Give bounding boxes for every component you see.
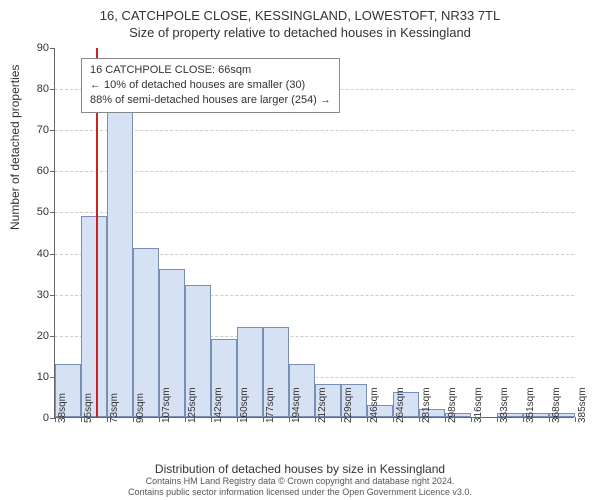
xtick-label: 107sqm bbox=[161, 387, 172, 423]
xtick-label: 385sqm bbox=[577, 387, 588, 423]
xtick-label: 55sqm bbox=[83, 393, 94, 423]
ytick-label: 30 bbox=[37, 289, 55, 301]
info-box-line: ← 10% of detached houses are smaller (30… bbox=[90, 78, 331, 93]
xtick-mark bbox=[133, 417, 134, 422]
page-title-line2: Size of property relative to detached ho… bbox=[0, 23, 600, 40]
xtick-label: 298sqm bbox=[447, 387, 458, 423]
xtick-mark bbox=[419, 417, 420, 422]
chart: 010203040506070809038sqm55sqm73sqm90sqm1… bbox=[54, 48, 574, 418]
xtick-mark bbox=[315, 417, 316, 422]
xtick-label: 264sqm bbox=[395, 387, 406, 423]
xtick-label: 333sqm bbox=[499, 387, 510, 423]
xtick-label: 90sqm bbox=[135, 393, 146, 423]
ytick-label: 40 bbox=[37, 248, 55, 260]
xtick-mark bbox=[237, 417, 238, 422]
xtick-label: 160sqm bbox=[239, 387, 250, 423]
xtick-label: 316sqm bbox=[473, 387, 484, 423]
xtick-label: 142sqm bbox=[213, 387, 224, 423]
ytick-label: 60 bbox=[37, 165, 55, 177]
xtick-mark bbox=[55, 417, 56, 422]
xtick-label: 281sqm bbox=[421, 387, 432, 423]
xtick-mark bbox=[81, 417, 82, 422]
xtick-mark bbox=[523, 417, 524, 422]
xtick-label: 38sqm bbox=[57, 393, 68, 423]
ytick-label: 90 bbox=[37, 42, 55, 54]
xtick-label: 351sqm bbox=[525, 387, 536, 423]
info-box: 16 CATCHPOLE CLOSE: 66sqm← 10% of detach… bbox=[81, 58, 340, 113]
xtick-mark bbox=[367, 417, 368, 422]
xtick-mark bbox=[211, 417, 212, 422]
histogram-bar bbox=[107, 100, 133, 417]
footer-line1: Contains HM Land Registry data © Crown c… bbox=[0, 476, 600, 487]
xtick-mark bbox=[549, 417, 550, 422]
xtick-label: 177sqm bbox=[265, 387, 276, 423]
xtick-mark bbox=[575, 417, 576, 422]
xtick-label: 368sqm bbox=[551, 387, 562, 423]
xtick-mark bbox=[185, 417, 186, 422]
xtick-mark bbox=[471, 417, 472, 422]
page-title-line1: 16, CATCHPOLE CLOSE, KESSINGLAND, LOWEST… bbox=[0, 0, 600, 23]
ytick-label: 50 bbox=[37, 206, 55, 218]
xtick-mark bbox=[159, 417, 160, 422]
ytick-label: 10 bbox=[37, 371, 55, 383]
xtick-label: 125sqm bbox=[187, 387, 198, 423]
info-box-line: 16 CATCHPOLE CLOSE: 66sqm bbox=[90, 63, 331, 78]
xtick-mark bbox=[445, 417, 446, 422]
ytick-label: 20 bbox=[37, 330, 55, 342]
footer: Contains HM Land Registry data © Crown c… bbox=[0, 476, 600, 498]
ytick-label: 70 bbox=[37, 124, 55, 136]
xtick-mark bbox=[263, 417, 264, 422]
plot-area: 010203040506070809038sqm55sqm73sqm90sqm1… bbox=[54, 48, 574, 418]
xtick-mark bbox=[497, 417, 498, 422]
xtick-label: 73sqm bbox=[109, 393, 120, 423]
xtick-label: 246sqm bbox=[369, 387, 380, 423]
x-axis-label: Distribution of detached houses by size … bbox=[0, 462, 600, 476]
histogram-bar bbox=[81, 216, 107, 417]
xtick-label: 194sqm bbox=[291, 387, 302, 423]
ytick-label: 0 bbox=[43, 412, 55, 424]
footer-line2: Contains public sector information licen… bbox=[0, 487, 600, 498]
xtick-mark bbox=[107, 417, 108, 422]
xtick-mark bbox=[289, 417, 290, 422]
info-box-line: 88% of semi-detached houses are larger (… bbox=[90, 93, 331, 108]
ytick-label: 80 bbox=[37, 83, 55, 95]
xtick-mark bbox=[393, 417, 394, 422]
y-axis-label: Number of detached properties bbox=[8, 65, 22, 230]
xtick-mark bbox=[341, 417, 342, 422]
xtick-label: 212sqm bbox=[317, 387, 328, 423]
histogram-bar bbox=[133, 248, 159, 417]
xtick-label: 229sqm bbox=[343, 387, 354, 423]
